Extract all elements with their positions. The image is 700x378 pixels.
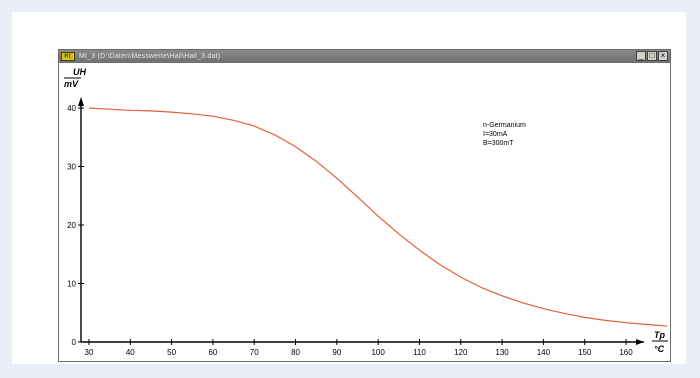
x-tick-label: 50 [167, 348, 176, 357]
content-panel: Mt Mt_3 (D:\Daten\Messwerte\Hall\Hall_3.… [12, 12, 686, 364]
x-tick-label: 140 [537, 348, 551, 357]
annotation-line: n-Germanium [483, 122, 526, 129]
x-tick-label: 90 [332, 348, 341, 357]
x-tick-label: 100 [371, 348, 385, 357]
x-tick-label: 30 [85, 348, 94, 357]
y-tick-label: 10 [67, 280, 76, 289]
x-tick-label: 110 [413, 348, 426, 357]
x-tick-label: 120 [454, 348, 468, 357]
annotation-line: I=30mA [483, 131, 508, 138]
app-icon: Mt [61, 52, 75, 61]
x-axis-quantity-label: Tp [654, 330, 665, 340]
x-tick-label: 160 [619, 348, 633, 357]
y-tick-label: 0 [72, 338, 77, 347]
line-chart: 30 40 50 60 70 80 90 100 110 120 130 140 150 160 0 10 20… [64, 67, 668, 357]
x-tick-label: 130 [495, 348, 509, 357]
x-tick-label: 40 [126, 348, 135, 357]
x-tick-label: 80 [291, 348, 300, 357]
annotation-line: B=300mT [483, 140, 514, 147]
x-tick-label: 60 [208, 348, 217, 357]
window-controls: _ □ × [636, 51, 668, 61]
maximize-button[interactable]: □ [647, 51, 657, 61]
window-titlebar[interactable]: Mt Mt_3 (D:\Daten\Messwerte\Hall\Hall_3.… [59, 50, 670, 63]
x-axis-unit-label: °C [654, 344, 665, 354]
series-line [88, 107, 668, 327]
y-tick-label: 40 [67, 104, 76, 113]
y-tick-label: 20 [67, 221, 76, 230]
y-axis-unit-label: mV [64, 79, 79, 89]
close-button[interactable]: × [658, 51, 668, 61]
y-axis-quantity-label: UH [73, 67, 86, 77]
minimize-button[interactable]: _ [636, 51, 646, 61]
x-tick-label: 150 [578, 348, 592, 357]
x-tick-label: 70 [250, 348, 259, 357]
x-axis-arrow [636, 339, 644, 345]
y-tick-label: 30 [67, 163, 76, 172]
y-axis-arrow [78, 97, 84, 106]
chart-window: Mt Mt_3 (D:\Daten\Messwerte\Hall\Hall_3.… [58, 49, 671, 362]
chart-area: 30 40 50 60 70 80 90 100 110 120 130 140 150 160 0 10 20… [59, 63, 670, 361]
window-title: Mt_3 (D:\Daten\Messwerte\Hall\Hall_3.dat… [79, 53, 221, 60]
